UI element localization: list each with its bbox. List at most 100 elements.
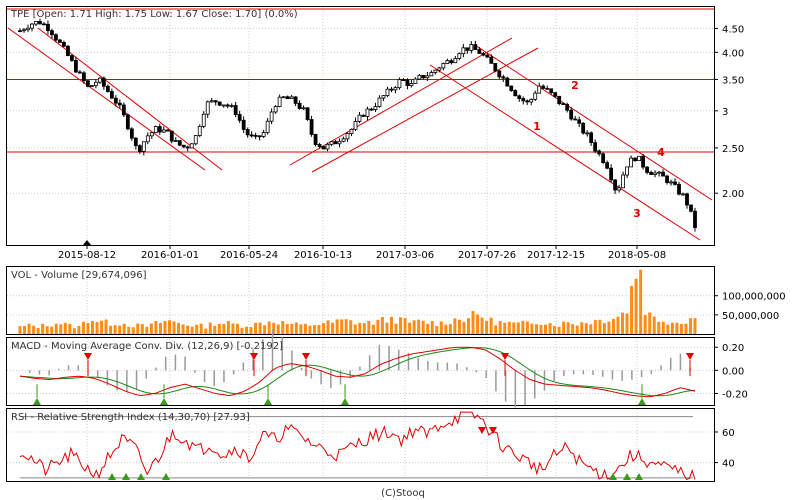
price-candle bbox=[469, 41, 474, 54]
volume-y-axis: 100,000,000 50,000,000 bbox=[714, 292, 786, 322]
price-candle bbox=[509, 85, 514, 92]
volume-bar bbox=[684, 323, 688, 334]
volume-bar bbox=[403, 317, 407, 334]
candle-body bbox=[693, 210, 697, 228]
price-annotations: 1 2 3 4 bbox=[533, 79, 665, 220]
price-candle bbox=[309, 115, 314, 137]
volume-bar bbox=[489, 317, 493, 334]
candle-body bbox=[74, 60, 78, 73]
volume-bar bbox=[657, 321, 661, 334]
buy-signal-icon bbox=[33, 398, 41, 405]
price-candle bbox=[237, 110, 242, 124]
candle-body bbox=[517, 95, 522, 99]
volume-bar bbox=[648, 312, 652, 334]
candle-body bbox=[405, 79, 410, 86]
volume-bar bbox=[575, 325, 579, 334]
volume-bar bbox=[525, 321, 529, 334]
price-candle bbox=[381, 95, 386, 101]
volume-bar bbox=[235, 323, 239, 334]
candle-body bbox=[373, 106, 378, 110]
volume-y-tick-label: 50,000,000 bbox=[722, 311, 779, 322]
candle-body bbox=[105, 85, 110, 92]
price-candle bbox=[313, 133, 318, 147]
candle-body bbox=[553, 92, 558, 97]
volume-bar bbox=[217, 323, 221, 334]
volume-bar bbox=[444, 324, 448, 334]
volume-bar bbox=[544, 324, 548, 334]
price-candle bbox=[213, 100, 218, 106]
price-candle bbox=[261, 129, 266, 139]
price-candle bbox=[473, 40, 478, 50]
volume-bar bbox=[661, 321, 665, 334]
volume-bars bbox=[18, 269, 697, 334]
candle-body bbox=[525, 100, 530, 103]
candle-body bbox=[209, 100, 214, 103]
volume-bar bbox=[625, 313, 629, 334]
volume-bar bbox=[485, 320, 489, 334]
candle-body bbox=[241, 119, 246, 130]
volume-bar bbox=[299, 324, 303, 334]
candle-body bbox=[425, 75, 430, 79]
price-candle bbox=[693, 207, 697, 232]
price-candle bbox=[30, 22, 34, 32]
volume-panel-title: VOL - Volume [29,674,096] bbox=[11, 270, 147, 281]
volume-bar bbox=[199, 323, 203, 334]
candle-body bbox=[613, 179, 618, 191]
candle-body bbox=[78, 71, 82, 74]
trend-channel-line bbox=[429, 64, 701, 241]
price-candle bbox=[593, 139, 598, 154]
price-candle bbox=[589, 131, 594, 146]
candle-body bbox=[249, 134, 254, 137]
price-candle bbox=[285, 95, 290, 100]
candle-body bbox=[605, 162, 610, 169]
price-candle bbox=[385, 86, 390, 97]
candle-body bbox=[349, 128, 354, 134]
price-candle bbox=[581, 122, 586, 135]
price-candle bbox=[89, 85, 94, 87]
volume-bar bbox=[679, 323, 683, 334]
price-candle bbox=[497, 69, 502, 79]
candle-body bbox=[261, 132, 266, 137]
price-candle bbox=[357, 111, 362, 124]
candle-body bbox=[205, 101, 210, 115]
candle-body bbox=[233, 105, 238, 115]
macd-signal-markers bbox=[33, 353, 694, 405]
candle-body bbox=[225, 104, 230, 107]
candle-body bbox=[477, 49, 482, 54]
price-candle bbox=[185, 145, 190, 152]
price-candle bbox=[173, 137, 178, 142]
candle-body bbox=[453, 58, 458, 64]
volume-bar bbox=[158, 322, 162, 334]
price-candle bbox=[413, 77, 418, 84]
sell-signal-icon bbox=[478, 427, 486, 434]
price-candle bbox=[58, 38, 62, 44]
candle-body bbox=[429, 72, 434, 77]
volume-bar bbox=[571, 324, 575, 334]
volume-bar bbox=[344, 319, 348, 334]
volume-bar bbox=[421, 320, 425, 334]
candle-body bbox=[545, 87, 550, 90]
price-y-axis: 4.50 4.00 3.50 3 2.50 2.00 bbox=[714, 24, 744, 200]
candle-body bbox=[409, 83, 414, 86]
macd-y-tick-label: 0.00 bbox=[722, 366, 744, 377]
volume-bar bbox=[516, 322, 520, 334]
candle-body bbox=[161, 129, 166, 133]
volume-bar bbox=[109, 325, 113, 334]
candle-body bbox=[341, 138, 346, 142]
candle-body bbox=[237, 114, 242, 121]
volume-bar bbox=[77, 325, 81, 334]
buy-signal-icon bbox=[162, 473, 170, 480]
volume-bar bbox=[349, 320, 353, 334]
candle-body bbox=[445, 60, 450, 64]
price-x-tick-label: 2017-07-26 bbox=[458, 250, 516, 261]
price-candle bbox=[289, 94, 294, 100]
price-candle bbox=[361, 114, 366, 117]
candle-body bbox=[653, 172, 657, 175]
volume-bar bbox=[154, 320, 158, 334]
price-candle bbox=[193, 135, 198, 146]
price-candle bbox=[609, 164, 614, 183]
volume-bar bbox=[593, 319, 597, 334]
price-candle bbox=[257, 135, 262, 141]
volume-bar bbox=[675, 322, 679, 334]
price-candle bbox=[133, 137, 138, 150]
